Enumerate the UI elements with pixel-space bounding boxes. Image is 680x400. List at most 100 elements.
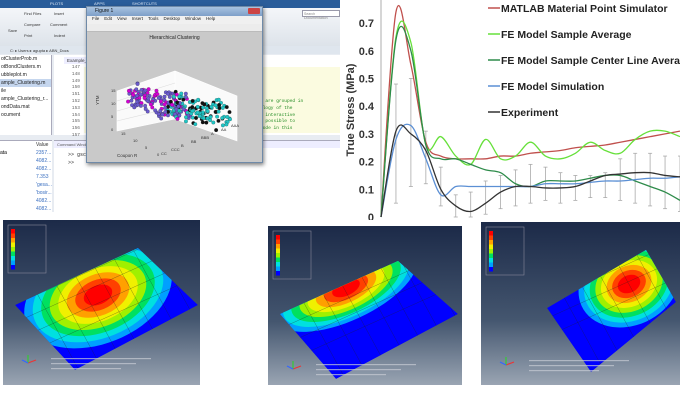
y-tick-label: 0.6 bbox=[359, 46, 374, 58]
workspace-row[interactable]: 4082... bbox=[0, 157, 52, 165]
scatter-point bbox=[195, 104, 200, 109]
line-number: 149 bbox=[71, 78, 80, 84]
current-folder-panel: otClusterProb.m otBondClusters.m ubblepl… bbox=[0, 55, 52, 135]
scatter-point bbox=[162, 94, 167, 99]
tab-shortcuts[interactable]: SHORTCUTS bbox=[132, 1, 157, 6]
scatter-point bbox=[185, 110, 190, 115]
line-number: 150 bbox=[71, 85, 80, 91]
scatter-point bbox=[190, 109, 195, 113]
line-number: 156 bbox=[71, 126, 80, 132]
workspace-row[interactable]: ata 2357... bbox=[0, 149, 52, 157]
scatter-point bbox=[175, 100, 180, 105]
workspace-panel: Value ata 2357... 4082... 4082... 7.353 'gesa… bbox=[0, 140, 52, 212]
insert-button[interactable]: Insert bbox=[54, 11, 65, 16]
variable-value: 'gesa... bbox=[36, 182, 52, 188]
scatter-point bbox=[154, 88, 159, 93]
scatter-point bbox=[135, 102, 140, 107]
command-prompt[interactable]: >> bbox=[68, 160, 75, 166]
error-bar bbox=[603, 172, 608, 199]
figure-menu-tools[interactable]: Tools bbox=[147, 16, 159, 21]
file-item[interactable]: ample_Clustering_r... bbox=[1, 96, 49, 102]
status-text-line bbox=[529, 360, 629, 362]
axis-triad-icon bbox=[21, 355, 37, 364]
file-item[interactable]: ondData.mat bbox=[1, 104, 30, 110]
workspace-row[interactable]: 'gesa... bbox=[0, 181, 52, 189]
scatter-point bbox=[143, 88, 148, 93]
line-number: 148 bbox=[71, 71, 80, 77]
axis-triad-icon bbox=[499, 357, 515, 366]
stress-contour bbox=[547, 250, 676, 372]
file-item[interactable]: ocument bbox=[1, 112, 21, 118]
file-item[interactable]: otClusterProb.m bbox=[1, 56, 38, 62]
scatter-point bbox=[135, 82, 140, 86]
figure-menu-view[interactable]: View bbox=[117, 16, 127, 21]
figure-window[interactable]: Figure 1 File Edit View Insert Tools Desktop W… bbox=[86, 6, 263, 163]
figure-menu-help[interactable]: Help bbox=[206, 16, 216, 21]
scatter-point bbox=[143, 103, 148, 108]
line-number: 153 bbox=[71, 105, 80, 111]
scatter-point bbox=[159, 116, 164, 121]
figure-menu-edit[interactable]: Edit bbox=[104, 16, 113, 21]
scatter-point bbox=[139, 103, 143, 108]
print-button[interactable]: Print bbox=[24, 33, 33, 38]
file-item-selected[interactable]: ample_Clustering.m bbox=[0, 79, 51, 87]
command-line: >> gsca bbox=[68, 152, 90, 158]
figure-menu-file[interactable]: File bbox=[92, 16, 100, 21]
scatter-point bbox=[193, 122, 198, 127]
rating-tick-label: AAA bbox=[231, 123, 239, 128]
file-item[interactable]: ubbleplot.m bbox=[1, 72, 27, 78]
y-tick-label: 0.5 bbox=[359, 74, 374, 86]
find-files-button[interactable]: Find Files bbox=[24, 11, 42, 16]
error-bar bbox=[588, 175, 593, 199]
y-tick-label: 0.1 bbox=[359, 184, 374, 196]
error-bar bbox=[618, 158, 623, 201]
workspace-row[interactable]: 'bosir... bbox=[0, 189, 52, 197]
scatter-point bbox=[146, 96, 151, 101]
legend-label: MATLAB Material Point Simulator bbox=[501, 3, 668, 15]
comment-button[interactable]: Comment bbox=[50, 22, 68, 27]
scatter-point bbox=[150, 105, 155, 110]
legend-label: FE Model Sample Center Line Average bbox=[501, 55, 680, 67]
tab-apps[interactable]: APPS bbox=[94, 1, 105, 6]
scatter-point bbox=[183, 91, 188, 96]
z-tick-label: 0 bbox=[111, 127, 114, 132]
workspace-row[interactable]: 4082... bbox=[0, 205, 52, 212]
close-icon[interactable] bbox=[248, 8, 260, 14]
file-item[interactable]: otBondClusters.m bbox=[1, 64, 41, 70]
scatter-point bbox=[184, 95, 188, 100]
workspace-row[interactable]: 4082... bbox=[0, 165, 52, 173]
save-button[interactable]: Save bbox=[8, 28, 18, 33]
scatter-point bbox=[196, 97, 201, 102]
tab-plots[interactable]: PLOTS bbox=[50, 1, 64, 6]
scatter-point bbox=[224, 122, 229, 127]
scatter-point bbox=[134, 87, 139, 92]
scatter3-plot[interactable]: YTM Coupon R 051015051015CCCCCBBBBBBAAAA… bbox=[87, 41, 264, 163]
series-line bbox=[380, 4, 680, 218]
y-tick-label: 0.2 bbox=[359, 157, 374, 169]
figure-menu-window[interactable]: Window bbox=[185, 16, 202, 21]
status-text-line bbox=[51, 358, 151, 360]
figure-menu-insert[interactable]: Insert bbox=[131, 16, 143, 21]
error-bar bbox=[648, 152, 653, 207]
scatter-point bbox=[205, 116, 210, 121]
scatter-point bbox=[176, 104, 181, 109]
search-documentation-input[interactable]: Search Documentation bbox=[302, 10, 340, 20]
scatter-point bbox=[166, 113, 170, 118]
status-text-line bbox=[316, 369, 401, 371]
workspace-row[interactable]: 7.353 bbox=[0, 173, 52, 181]
scatter-point bbox=[220, 105, 225, 110]
line-number: 151 bbox=[71, 92, 80, 98]
scatter-point bbox=[216, 97, 221, 102]
indent-button[interactable]: Indent bbox=[54, 33, 66, 38]
rating-tick-label: BBB bbox=[201, 135, 209, 140]
file-item[interactable]: ile bbox=[1, 88, 7, 94]
compare-button[interactable]: Compare bbox=[24, 22, 41, 27]
scatter-point bbox=[200, 120, 205, 125]
scatter-point bbox=[181, 107, 186, 112]
figure-menu-desktop[interactable]: Desktop bbox=[163, 16, 181, 21]
y-axis-label: True Stress (MPa) bbox=[345, 63, 357, 156]
figure-title: Figure 1 bbox=[87, 7, 262, 16]
workspace-row[interactable]: 4082... bbox=[0, 197, 52, 205]
scatter-point bbox=[194, 116, 198, 120]
scatter-point bbox=[200, 101, 205, 106]
